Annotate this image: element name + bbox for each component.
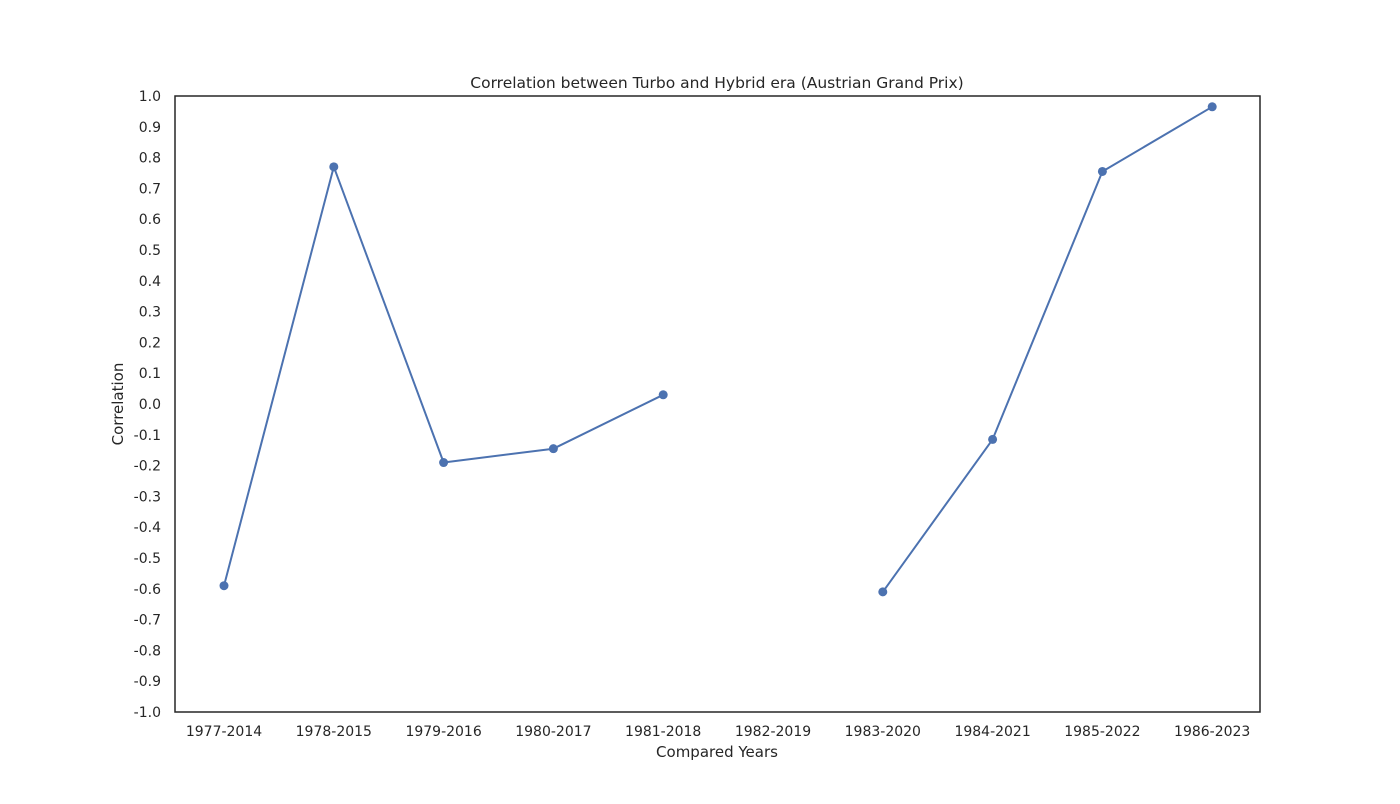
y-tick-label: 0.6: [139, 212, 161, 228]
x-tick-label: 1979-2016: [405, 724, 481, 740]
x-tick-label: 1983-2020: [845, 724, 921, 740]
plot-area: -1.0 -0.9 -0.8 -0.7 -0.6 -0.5 -0.4 -0.3 -0.2 -0.1…: [134, 89, 1251, 740]
y-tick-label: -0.3: [134, 489, 161, 505]
y-tick-label: -1.0: [134, 705, 161, 721]
x-axis-label: Compared Years: [656, 743, 778, 761]
data-point: [1207, 102, 1217, 112]
y-tick-label: -0.8: [134, 643, 161, 659]
data-point: [658, 390, 668, 400]
y-tick-label: -0.5: [134, 551, 161, 567]
chart-title: Correlation between Turbo and Hybrid era…: [470, 74, 963, 92]
data-point: [219, 581, 229, 591]
y-tick-label: 0.9: [139, 120, 161, 136]
y-axis-label: Correlation: [109, 363, 127, 446]
y-tick-label: 0.4: [139, 274, 161, 290]
x-tick-label: 1978-2015: [296, 724, 372, 740]
y-tick-label: -0.6: [134, 582, 161, 598]
y-tick-label: 0.7: [139, 181, 161, 197]
y-tick-label: 0.8: [139, 151, 161, 167]
data-point: [878, 587, 888, 597]
y-tick-label: 0.2: [139, 335, 161, 351]
y-tick-label: 0.3: [139, 305, 161, 321]
data-point: [329, 162, 339, 172]
x-tick-label: 1980-2017: [515, 724, 591, 740]
y-tick-label: 0.5: [139, 243, 161, 259]
data-point: [439, 458, 449, 468]
series-line: [223, 165, 664, 586]
plot-frame: [174, 95, 1261, 713]
y-tick-label: -0.7: [134, 613, 161, 629]
y-tick-label: -0.4: [134, 520, 161, 536]
y-tick-label: 1.0: [139, 89, 161, 105]
data-point: [1097, 166, 1107, 176]
y-tick-label: 0.0: [139, 397, 161, 413]
x-tick-label: 1985-2022: [1064, 724, 1140, 740]
x-tick-label: 1986-2023: [1174, 724, 1250, 740]
data-point: [988, 434, 998, 444]
y-tick-label: -0.1: [134, 428, 161, 444]
x-tick-label: 1984-2021: [954, 724, 1030, 740]
series-line: [881, 105, 1213, 593]
y-tick-label: -0.2: [134, 459, 161, 475]
y-tick-label: 0.1: [139, 366, 161, 382]
x-tick-label: 1981-2018: [625, 724, 701, 740]
x-tick-label: 1982-2019: [735, 724, 811, 740]
y-tick-label: -0.9: [134, 674, 161, 690]
data-point: [548, 444, 558, 454]
x-tick-label: 1977-2014: [186, 724, 262, 740]
